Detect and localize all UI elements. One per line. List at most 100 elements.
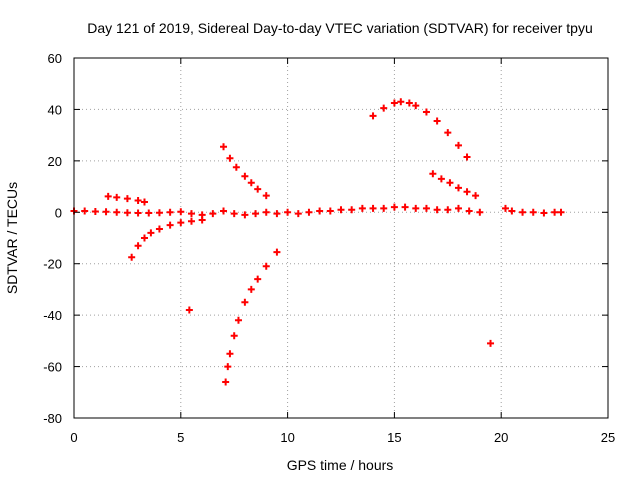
data-point: [104, 192, 112, 200]
x-tick-label: 15: [387, 430, 401, 445]
data-point: [209, 210, 217, 218]
data-point: [147, 229, 155, 237]
data-point: [222, 378, 230, 386]
data-point: [294, 210, 302, 218]
data-point: [422, 108, 430, 116]
data-point: [234, 316, 242, 324]
data-point: [273, 248, 281, 256]
data-point: [102, 208, 110, 216]
data-point: [254, 185, 262, 193]
y-tick-label: -60: [43, 360, 62, 375]
data-point: [247, 285, 255, 293]
x-tick-label: 0: [70, 430, 77, 445]
grid-lines: [74, 58, 608, 418]
data-point: [252, 210, 260, 218]
data-point: [472, 192, 480, 200]
data-point: [465, 207, 473, 215]
data-point: [397, 98, 405, 106]
data-point: [401, 203, 409, 211]
data-point: [358, 204, 366, 212]
data-point: [220, 143, 228, 151]
data-point: [247, 179, 255, 187]
data-point: [226, 154, 234, 162]
data-point: [519, 208, 527, 216]
data-point: [454, 141, 462, 149]
data-points: [70, 98, 565, 386]
data-point: [444, 206, 452, 214]
x-tick-label: 25: [601, 430, 615, 445]
data-point: [501, 204, 509, 212]
data-point: [380, 104, 388, 112]
data-point: [226, 350, 234, 358]
data-point: [390, 99, 398, 107]
data-point: [232, 163, 240, 171]
y-tick-label: -80: [43, 411, 62, 426]
y-tick-label: -40: [43, 308, 62, 323]
data-point: [166, 208, 174, 216]
data-point: [487, 339, 495, 347]
data-point: [254, 275, 262, 283]
y-tick-label: 40: [48, 102, 62, 117]
y-axis-ticks: -80 -60 -40 -20 0 20 40 60: [43, 51, 608, 426]
data-point: [390, 203, 398, 211]
data-point: [412, 204, 420, 212]
data-point: [177, 208, 185, 216]
data-point: [262, 208, 270, 216]
data-point: [433, 117, 441, 125]
data-point: [241, 172, 249, 180]
data-point: [557, 208, 565, 216]
data-point: [113, 208, 121, 216]
data-point: [187, 217, 195, 225]
data-point: [134, 242, 142, 250]
data-point: [166, 221, 174, 229]
data-point: [241, 298, 249, 306]
y-tick-label: 0: [55, 205, 62, 220]
data-point: [422, 204, 430, 212]
data-point: [529, 208, 537, 216]
y-tick-label: -20: [43, 257, 62, 272]
x-tick-label: 20: [494, 430, 508, 445]
data-point: [446, 179, 454, 187]
data-point: [337, 206, 345, 214]
data-point: [91, 208, 99, 216]
data-point: [463, 153, 471, 161]
data-point: [230, 332, 238, 340]
data-point: [369, 204, 377, 212]
data-point: [463, 188, 471, 196]
data-point: [187, 210, 195, 218]
data-point: [326, 207, 334, 215]
x-tick-label: 10: [280, 430, 294, 445]
data-point: [128, 253, 136, 261]
data-point: [454, 184, 462, 192]
data-point: [123, 195, 131, 203]
data-point: [405, 99, 413, 107]
data-point: [81, 207, 89, 215]
data-point: [113, 193, 121, 201]
data-point: [284, 208, 292, 216]
data-point: [540, 209, 548, 217]
data-point: [220, 207, 228, 215]
data-point: [412, 102, 420, 110]
data-point: [369, 112, 377, 120]
x-axis-title: GPS time / hours: [287, 457, 394, 473]
data-point: [241, 211, 249, 219]
x-axis-ticks: 0 5 10 15 20 25: [70, 58, 615, 445]
data-point: [429, 170, 437, 178]
data-point: [476, 208, 484, 216]
data-point: [273, 210, 281, 218]
data-point: [123, 209, 131, 217]
data-point: [380, 204, 388, 212]
data-point: [155, 225, 163, 233]
y-tick-label: 20: [48, 154, 62, 169]
chart-title: Day 121 of 2019, Sidereal Day-to-day VTE…: [87, 20, 593, 36]
data-point: [185, 306, 193, 314]
data-point: [508, 207, 516, 215]
plot-frame: [73, 57, 609, 419]
y-axis-title: SDTVAR / TECUs: [4, 182, 20, 294]
data-point: [155, 209, 163, 217]
data-point: [140, 234, 148, 242]
data-point: [198, 216, 206, 224]
x-tick-label: 5: [177, 430, 184, 445]
data-point: [316, 207, 324, 215]
